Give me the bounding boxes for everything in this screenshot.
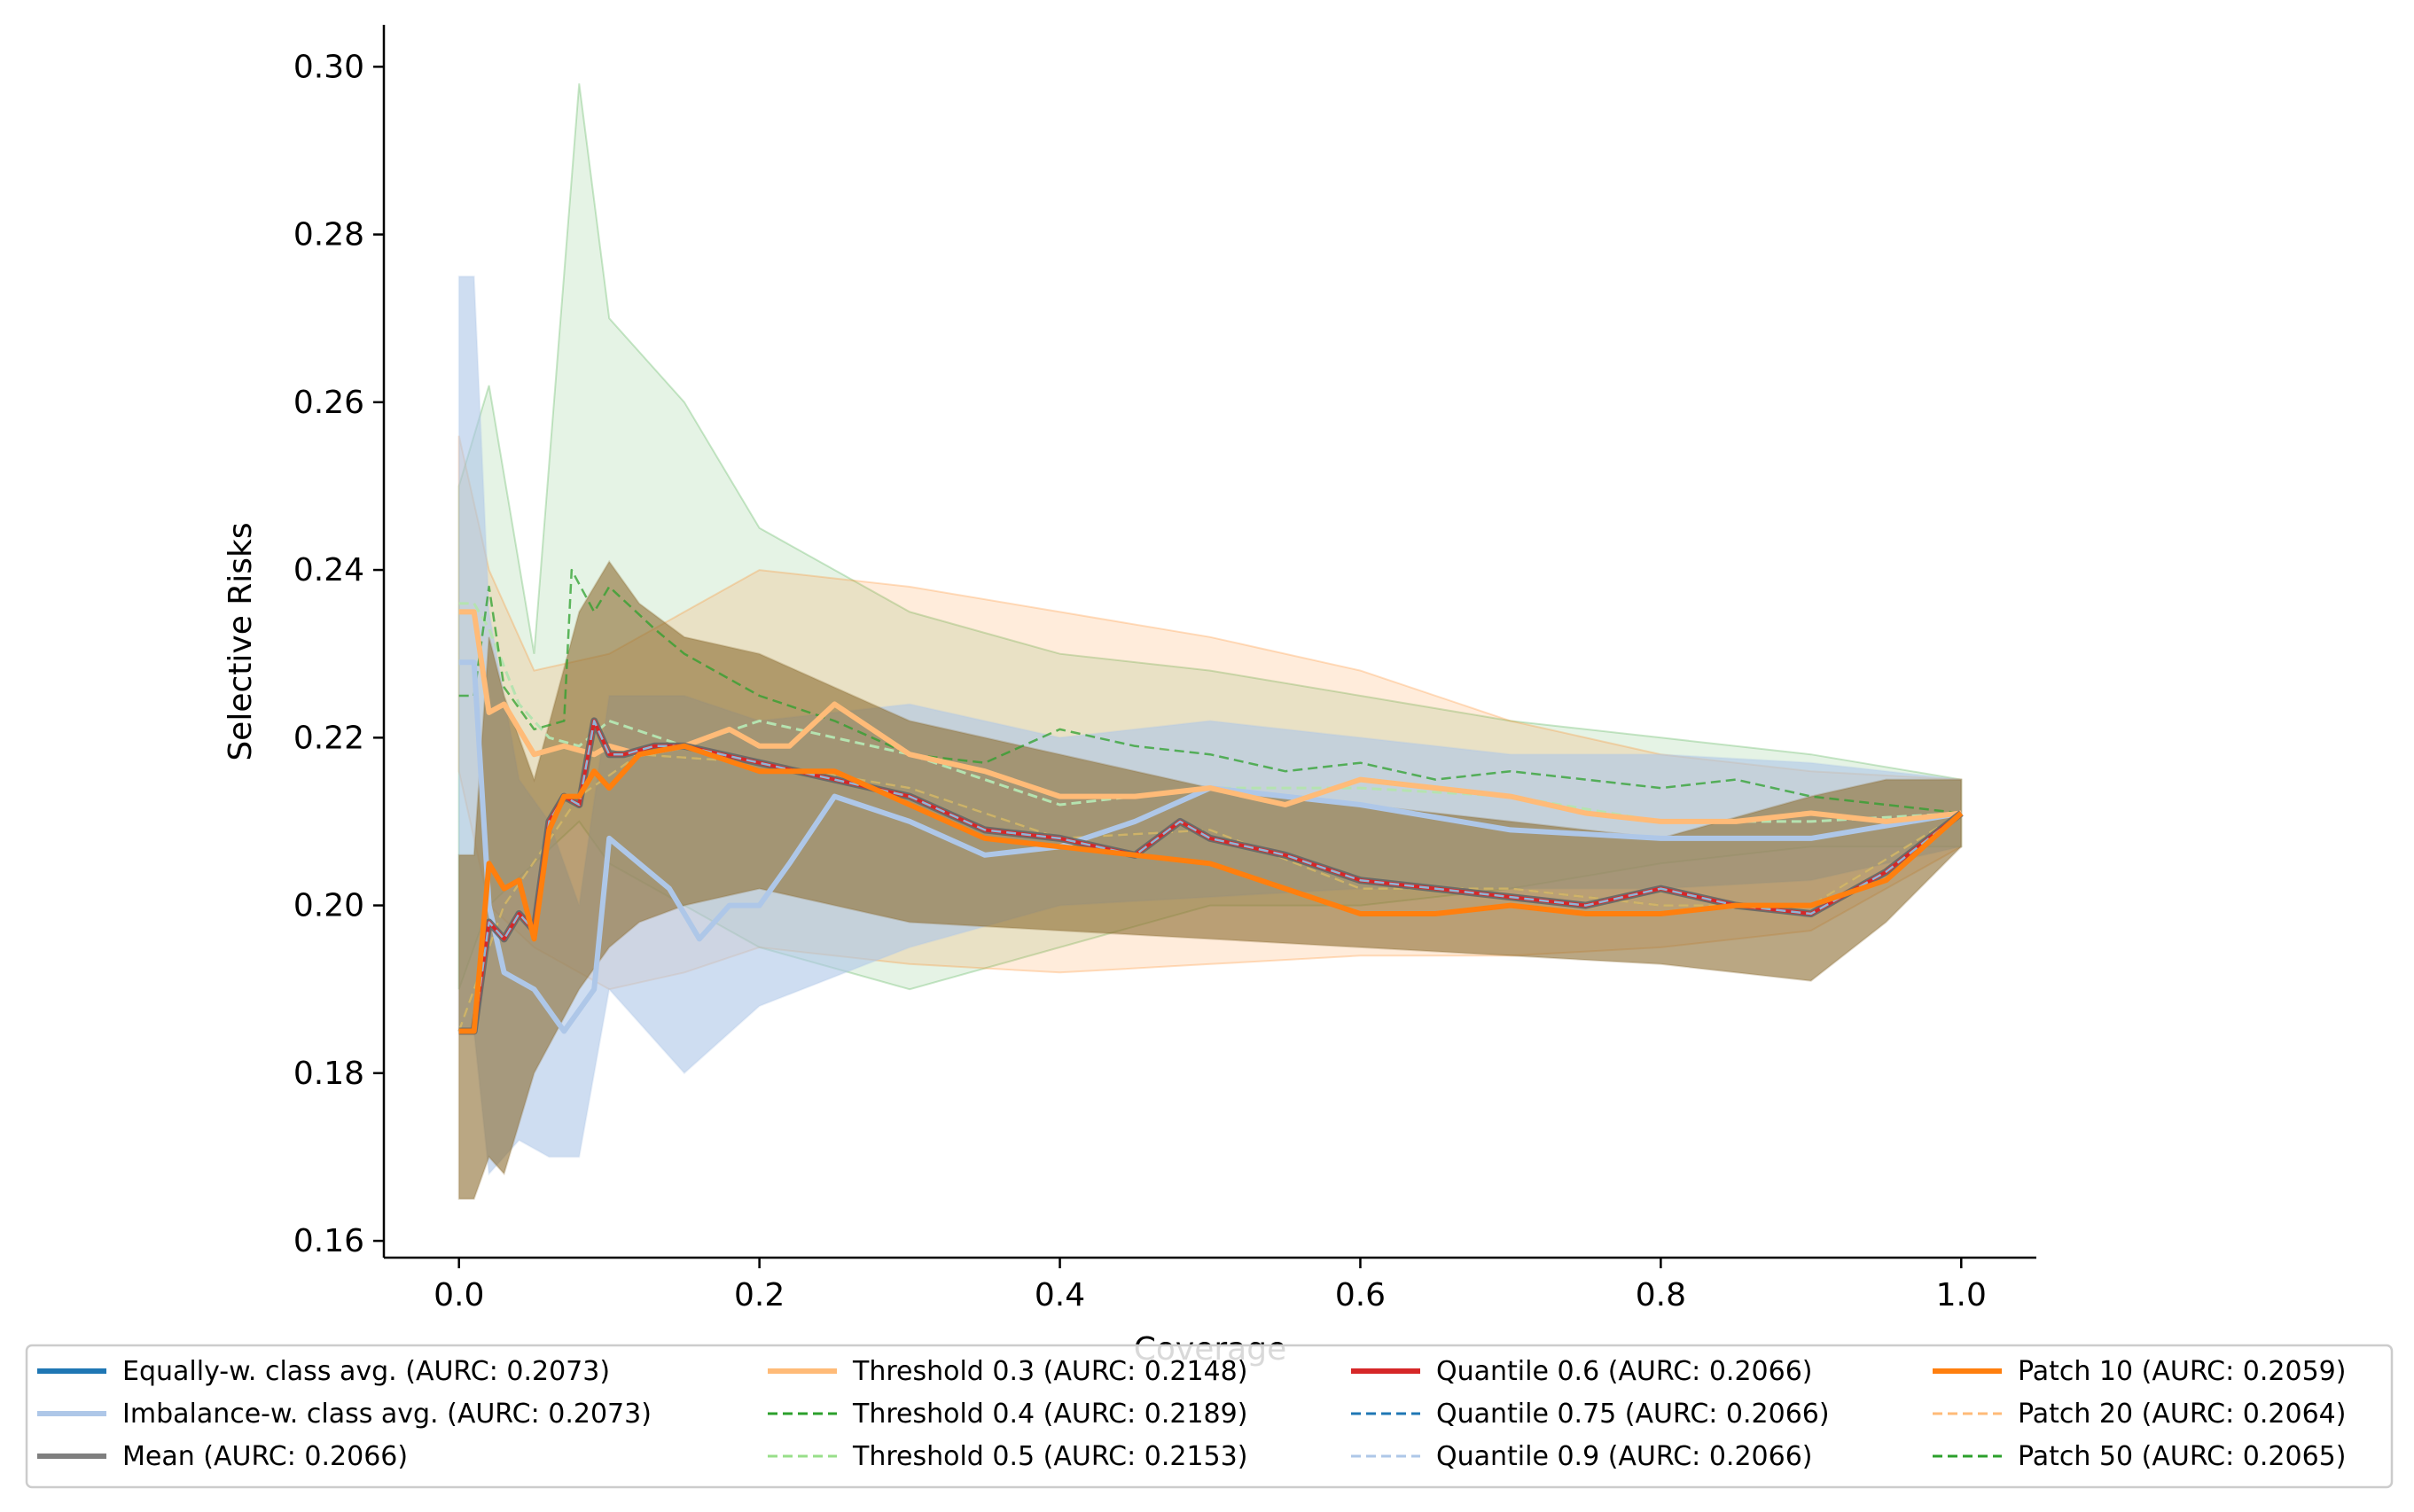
legend-item-label: Quantile 0.6 (AURC: 0.2066): [1436, 1356, 1813, 1387]
series-line-threshold-0-5-aurc-0-2153: [458, 602, 1962, 823]
x-tick-label: 1.0: [1936, 1277, 1987, 1313]
x-tick-label: 0.6: [1335, 1277, 1386, 1313]
y-tick-label: 0.22: [293, 720, 364, 756]
y-axis-label: Selective Risks: [223, 522, 259, 760]
y-tick-label: 0.16: [293, 1223, 364, 1259]
legend-item-label: Equally-w. class avg. (AURC: 0.2073): [122, 1356, 610, 1387]
x-tick-label: 0.4: [1035, 1277, 1085, 1313]
legend-item-label: Patch 10 (AURC: 0.2059): [2018, 1356, 2346, 1387]
series-line-threshold-0-4-aurc-0-2189: [458, 568, 1962, 814]
legend-item-label: Patch 20 (AURC: 0.2064): [2018, 1399, 2346, 1430]
legend-item-label: Mean (AURC: 0.2066): [122, 1441, 408, 1472]
y-ticks: 0.16 0.18 0.20 0.22 0.24 0.26 0.28 0.30: [293, 49, 384, 1259]
axes: [382, 25, 2036, 1259]
confidence-bands: [457, 83, 1963, 1200]
y-tick-label: 0.18: [293, 1056, 364, 1092]
series-lines: [457, 568, 1964, 1035]
y-tick-label: 0.26: [293, 385, 364, 421]
legend-item-label: Patch 50 (AURC: 0.2065): [2018, 1441, 2346, 1472]
x-tick-label: 0.2: [734, 1277, 785, 1313]
legend-item-label: Threshold 0.3 (AURC: 0.2148): [852, 1356, 1247, 1387]
legend-frame: [25, 1344, 2394, 1489]
x-tick-label: 0.0: [434, 1277, 484, 1313]
legend-item-label: Quantile 0.75 (AURC: 0.2066): [1436, 1399, 1830, 1430]
x-tick-label: 0.8: [1636, 1277, 1686, 1313]
series-line-imbalance-w-class-avg-aurc-0-2073: [458, 659, 1962, 1034]
y-tick-label: 0.24: [293, 552, 364, 588]
legend-item-label: Quantile 0.9 (AURC: 0.2066): [1436, 1441, 1813, 1472]
x-ticks: 0.0 0.2 0.4 0.6 0.8 1.0: [434, 1258, 1987, 1313]
legend-item-label: Imbalance-w. class avg. (AURC: 0.2073): [122, 1399, 652, 1430]
legend-item-label: Threshold 0.4 (AURC: 0.2189): [852, 1399, 1247, 1430]
legend-item-label: Threshold 0.5 (AURC: 0.2153): [852, 1441, 1247, 1472]
series-line-patch-10-aurc-0-2059: [458, 743, 1964, 1034]
y-tick-label: 0.30: [293, 49, 364, 85]
series-line-threshold-0-3-aurc-0-2148: [458, 609, 1962, 824]
y-tick-label: 0.28: [293, 217, 364, 253]
y-tick-label: 0.20: [293, 888, 364, 924]
legend: Equally-w. class avg. (AURC: 0.2073) Imba…: [25, 1344, 2394, 1489]
